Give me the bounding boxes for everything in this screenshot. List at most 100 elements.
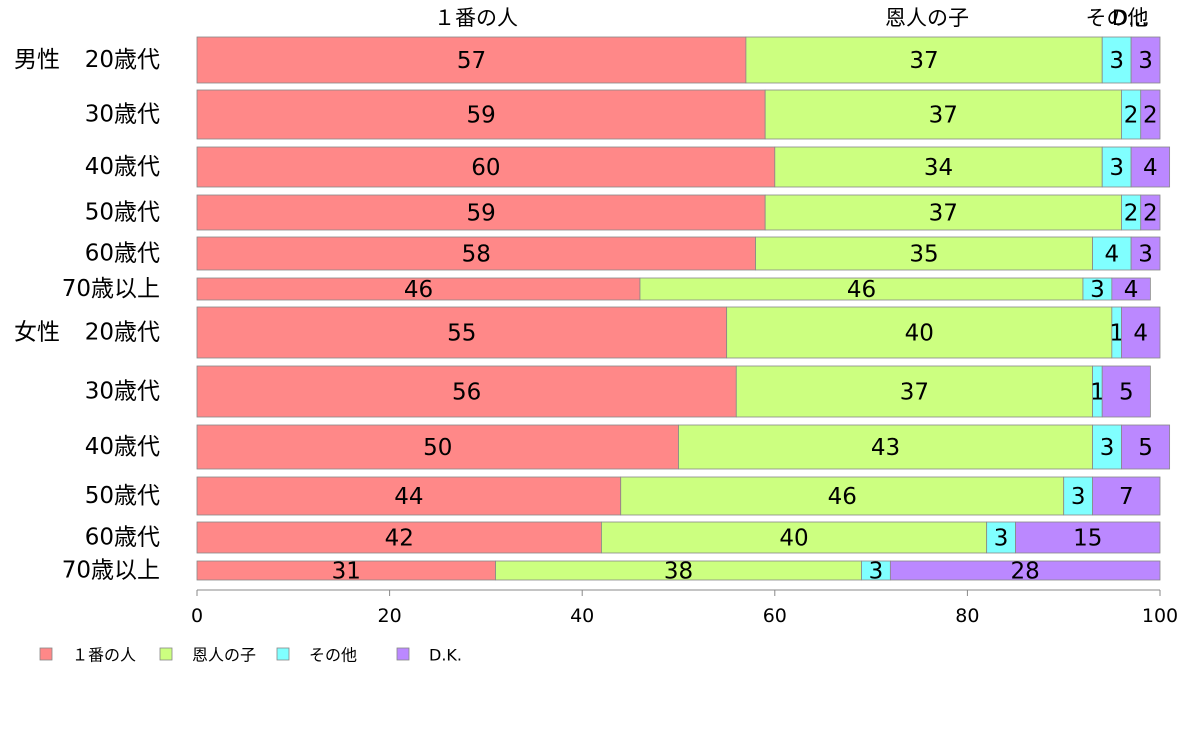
data-label: 40 xyxy=(905,321,934,347)
row-label: 60歳代 xyxy=(85,525,160,551)
data-label: 5 xyxy=(1138,435,1153,461)
legend-swatch xyxy=(39,647,53,661)
data-label: 57 xyxy=(457,48,486,74)
bar-segment xyxy=(1015,521,1161,554)
bar-segment xyxy=(726,306,1113,359)
bar-segment xyxy=(196,365,737,418)
bar-segment xyxy=(1140,89,1161,140)
legend-label: １番の人 xyxy=(72,646,136,665)
row-label: 30歳代 xyxy=(85,102,160,128)
row-label: 20歳代 xyxy=(85,320,160,346)
bar-segment xyxy=(1140,194,1161,231)
bar-segment xyxy=(196,36,747,84)
data-label: 40 xyxy=(779,526,808,552)
data-label: 38 xyxy=(664,559,693,585)
data-label: 43 xyxy=(871,435,900,461)
x-tick-label: 60 xyxy=(763,605,787,627)
data-label: 58 xyxy=(462,242,491,268)
bar-segment xyxy=(1130,36,1161,84)
data-label: 59 xyxy=(466,103,495,129)
bar-segment xyxy=(1111,277,1151,301)
row-label: 60歳代 xyxy=(85,241,160,267)
data-label: 37 xyxy=(929,103,958,129)
data-label: 3 xyxy=(1071,484,1086,510)
bar-segment xyxy=(1130,146,1171,188)
data-label: 44 xyxy=(394,484,423,510)
data-label: 37 xyxy=(909,48,938,74)
row-label: 30歳代 xyxy=(85,379,160,405)
data-label: 46 xyxy=(404,277,433,303)
data-label: 5 xyxy=(1119,380,1134,406)
legend-swatch xyxy=(396,647,410,661)
data-label: 35 xyxy=(909,242,938,268)
data-label: 4 xyxy=(1124,277,1139,303)
bar-segment xyxy=(1121,424,1171,470)
row-label: 70歳以上 xyxy=(62,276,160,302)
data-label: 4 xyxy=(1133,321,1148,347)
bar-segment xyxy=(196,424,679,470)
data-label: 59 xyxy=(466,201,495,227)
x-tick-label: 100 xyxy=(1142,605,1178,627)
group-label: 女性 xyxy=(14,320,60,346)
data-label: 37 xyxy=(900,380,929,406)
bar-segment xyxy=(889,560,1161,581)
legend-swatch xyxy=(159,647,173,661)
data-label: 28 xyxy=(1011,559,1040,585)
bar-segment xyxy=(1101,146,1132,188)
bar-segment xyxy=(1121,306,1161,359)
data-label: 1 xyxy=(1090,380,1105,406)
legend-swatch xyxy=(276,647,290,661)
data-label: 3 xyxy=(1109,48,1124,74)
data-label: 46 xyxy=(847,277,876,303)
bar-segment xyxy=(764,194,1122,231)
data-label: 3 xyxy=(869,559,884,585)
legend-label: D.K. xyxy=(429,646,462,665)
x-tick-label: 0 xyxy=(191,605,203,627)
data-label: 7 xyxy=(1119,484,1134,510)
data-label: 37 xyxy=(929,201,958,227)
data-label: 4 xyxy=(1143,155,1158,181)
data-label: 60 xyxy=(471,155,500,181)
data-label: 3 xyxy=(1109,155,1124,181)
bar-segment xyxy=(196,194,766,231)
bar-segment xyxy=(1092,476,1161,516)
data-label: 2 xyxy=(1143,103,1158,129)
row-label: 50歳代 xyxy=(85,200,160,226)
bar-segment xyxy=(620,476,1065,516)
x-tick-label: 20 xyxy=(378,605,402,627)
data-label: 42 xyxy=(385,526,414,552)
legend-label: その他 xyxy=(309,646,357,665)
bar-segment xyxy=(1130,236,1161,271)
series-top-label: その他 xyxy=(1086,6,1149,30)
bar-segment xyxy=(764,89,1122,140)
x-tick-label: 80 xyxy=(955,605,979,627)
data-label: 34 xyxy=(924,155,953,181)
series-top-label: 恩人の子 xyxy=(885,6,969,30)
row-label: 40歳代 xyxy=(85,434,160,460)
bar-segment xyxy=(678,424,1093,470)
data-label: 50 xyxy=(423,435,452,461)
data-label: 2 xyxy=(1124,201,1139,227)
data-label: 2 xyxy=(1143,201,1158,227)
bar-segment xyxy=(774,146,1103,188)
data-label: 55 xyxy=(447,321,476,347)
bar-segment xyxy=(735,365,1093,418)
data-label: 31 xyxy=(332,559,361,585)
data-label: 3 xyxy=(994,526,1009,552)
series-top-label: D... xyxy=(1112,6,1148,30)
data-label: 1 xyxy=(1109,321,1124,347)
data-label: 3 xyxy=(1138,242,1153,268)
group-label: 男性 xyxy=(14,47,60,73)
row-label: 70歳以上 xyxy=(62,558,160,584)
x-tick-label: 40 xyxy=(570,605,594,627)
legend-label: 恩人の子 xyxy=(192,646,256,665)
bar-segment xyxy=(1092,424,1122,470)
bar-segment xyxy=(1101,365,1151,418)
data-label: 4 xyxy=(1105,242,1120,268)
bar-segment xyxy=(986,521,1016,554)
bar-segment xyxy=(1092,236,1132,271)
data-label: 3 xyxy=(1100,435,1115,461)
row-label: 40歳代 xyxy=(85,154,160,180)
data-label: 2 xyxy=(1124,103,1139,129)
